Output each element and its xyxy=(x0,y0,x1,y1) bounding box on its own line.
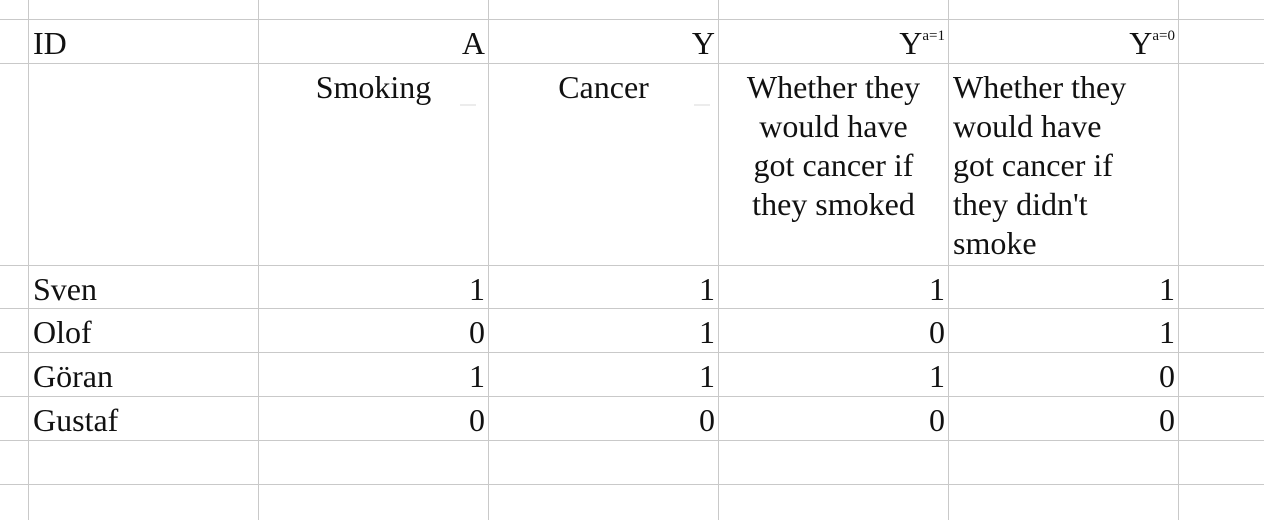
grid-line xyxy=(0,63,1264,64)
row-a-cell[interactable]: 0 xyxy=(259,401,488,439)
row-y-cell[interactable]: 1 xyxy=(489,313,718,351)
row-id-cell[interactable]: Olof xyxy=(29,313,258,351)
row-a-value: 0 xyxy=(469,402,485,438)
grid-line xyxy=(0,308,1264,309)
empty-cell[interactable] xyxy=(29,485,258,520)
description-y-a1-line: Whether they xyxy=(746,69,921,105)
row-y-a0-cell[interactable]: 0 xyxy=(949,401,1178,439)
description-y-a0-line: would have xyxy=(953,108,1102,144)
header-y-label: Y xyxy=(691,25,715,61)
row-y-value: 1 xyxy=(699,314,715,350)
description-cell-id[interactable] xyxy=(29,64,258,265)
row-y-a1-value: 0 xyxy=(929,314,945,350)
row-y-a0-cell[interactable]: 0 xyxy=(949,357,1178,395)
header-y-a0-superscript: a=0 xyxy=(1152,28,1175,44)
header-cell-a[interactable]: A xyxy=(259,24,488,63)
description-cell-y-a0[interactable]: Whether they would have got cancer if th… xyxy=(949,68,1178,265)
cell-artifact xyxy=(460,104,476,106)
row-y-a1-cell[interactable]: 0 xyxy=(719,401,948,439)
grid-line xyxy=(28,0,29,520)
cell-artifact xyxy=(694,104,710,106)
header-cell-y-a1[interactable]: Ya=1 xyxy=(719,24,948,63)
row-y-a1-cell[interactable]: 1 xyxy=(719,270,948,308)
description-y-a1-line: would have xyxy=(759,108,908,144)
grid-line xyxy=(718,0,719,520)
description-cell-y-a1[interactable]: Whether they would have got cancer if th… xyxy=(719,68,948,265)
header-cell-y[interactable]: Y xyxy=(489,24,718,63)
header-y-a1-base: Y xyxy=(899,25,923,61)
row-y-a1-value: 1 xyxy=(929,271,945,307)
row-id-value: Sven xyxy=(33,271,97,307)
header-cell-id[interactable]: ID xyxy=(29,24,258,63)
description-cell-a[interactable]: Smoking xyxy=(259,68,488,265)
description-y-a0-line: Whether they xyxy=(953,69,1127,105)
grid-line xyxy=(488,0,489,520)
row-y-a0-value: 0 xyxy=(1159,358,1175,394)
row-y-a1-value: 1 xyxy=(929,358,945,394)
row-y-a0-cell[interactable]: 1 xyxy=(949,313,1178,351)
row-y-cell[interactable]: 1 xyxy=(489,270,718,308)
row-id-cell[interactable]: Gustaf xyxy=(29,401,258,439)
grid-line xyxy=(0,19,1264,20)
grid-line xyxy=(258,0,259,520)
row-y-cell[interactable]: 1 xyxy=(489,357,718,395)
row-id-cell[interactable]: Göran xyxy=(29,357,258,395)
row-a-cell[interactable]: 1 xyxy=(259,357,488,395)
description-y-a0-line: got cancer if xyxy=(953,147,1113,183)
row-y-a0-value: 1 xyxy=(1159,271,1175,307)
row-y-a1-cell[interactable]: 1 xyxy=(719,357,948,395)
row-y-cell[interactable]: 0 xyxy=(489,401,718,439)
row-y-a0-value: 0 xyxy=(1159,402,1175,438)
row-a-cell[interactable]: 1 xyxy=(259,270,488,308)
description-a-text: Smoking xyxy=(315,69,432,105)
row-id-value: Gustaf xyxy=(33,402,119,438)
description-y-text: Cancer xyxy=(558,69,649,105)
row-y-a0-cell[interactable]: 1 xyxy=(949,270,1178,308)
row-y-value: 1 xyxy=(699,271,715,307)
header-y-a0-base: Y xyxy=(1129,25,1153,61)
row-y-a0-value: 1 xyxy=(1159,314,1175,350)
row-a-value: 1 xyxy=(469,271,485,307)
description-cell-y[interactable]: Cancer xyxy=(489,68,718,265)
grid-line xyxy=(948,0,949,520)
header-cell-y-a0[interactable]: Ya=0 xyxy=(949,24,1178,63)
description-y-a1-line: got cancer if xyxy=(753,147,914,183)
row-y-a1-cell[interactable]: 0 xyxy=(719,313,948,351)
grid-line xyxy=(0,440,1264,441)
grid-line xyxy=(1178,0,1179,520)
row-id-value: Göran xyxy=(33,358,113,394)
row-y-value: 0 xyxy=(699,402,715,438)
grid-line xyxy=(0,265,1264,266)
row-y-value: 1 xyxy=(699,358,715,394)
row-a-value: 0 xyxy=(469,314,485,350)
row-id-value: Olof xyxy=(33,314,92,350)
description-y-a1-line: they smoked xyxy=(752,186,915,222)
grid-line xyxy=(0,352,1264,353)
row-id-cell[interactable]: Sven xyxy=(29,270,258,308)
row-y-a1-value: 0 xyxy=(929,402,945,438)
grid-line xyxy=(0,396,1264,397)
description-y-a0-line: smoke xyxy=(953,225,1037,261)
row-a-value: 1 xyxy=(469,358,485,394)
grid-line xyxy=(0,484,1264,485)
empty-cell[interactable] xyxy=(29,441,258,484)
description-y-a0-line: they didn't xyxy=(953,186,1088,222)
header-y-a1-superscript: a=1 xyxy=(922,28,945,44)
header-a-label: A xyxy=(461,25,485,61)
header-id-label: ID xyxy=(33,25,67,61)
row-a-cell[interactable]: 0 xyxy=(259,313,488,351)
